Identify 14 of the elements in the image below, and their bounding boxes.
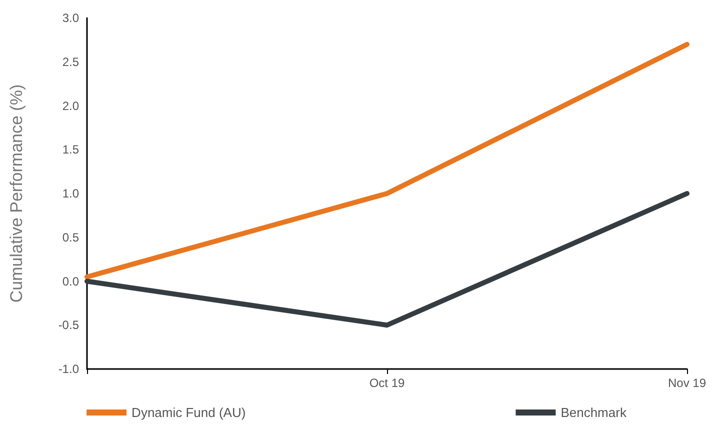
y-axis-title: Cumulative Performance (%)	[7, 84, 26, 303]
y-tick-label: 0.5	[62, 230, 80, 244]
legend-label: Benchmark	[560, 405, 627, 420]
x-tick-label: Oct 19	[369, 376, 405, 390]
y-tick-label: -0.5	[58, 318, 80, 332]
y-tick-label: 2.5	[62, 54, 80, 69]
y-tick-label: 0.0	[62, 274, 80, 288]
y-tick-label: 3.0	[62, 11, 80, 25]
x-tick-label: Nov 19	[668, 376, 706, 390]
legend-label: Dynamic Fund (AU)	[132, 405, 246, 420]
y-tick-label: 1.5	[62, 142, 80, 157]
y-tick-label: -1.0	[58, 362, 80, 376]
y-tick-label: 2.0	[62, 98, 80, 113]
y-tick-label: 1.0	[62, 186, 80, 200]
